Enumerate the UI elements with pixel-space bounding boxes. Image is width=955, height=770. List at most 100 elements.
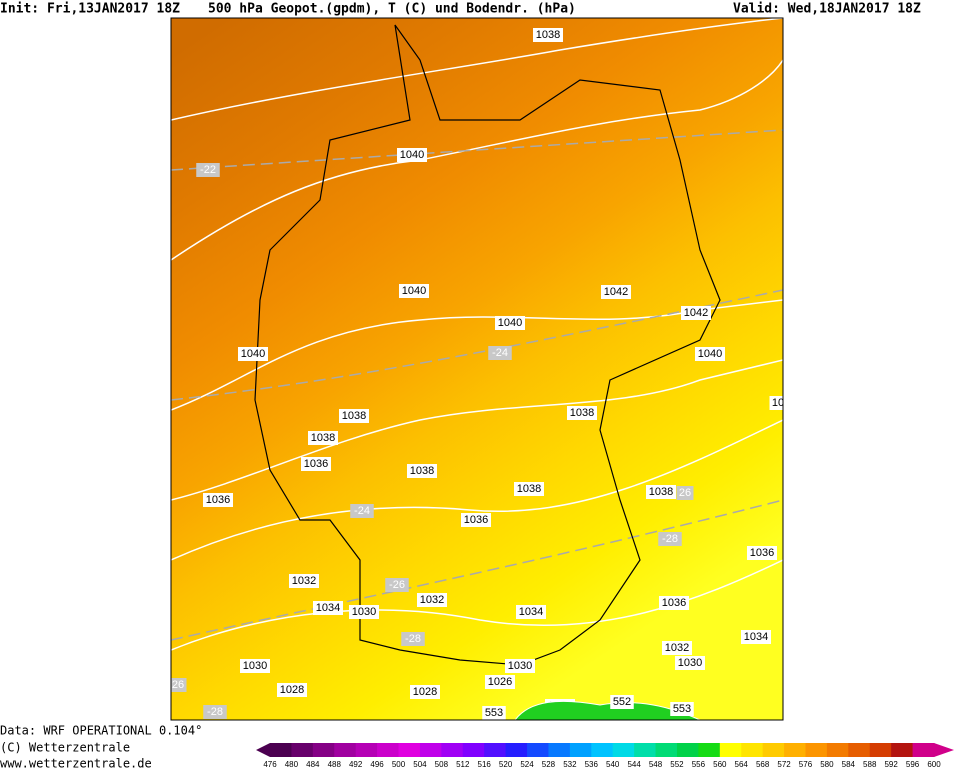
colorbar-swatch: [355, 743, 378, 757]
colorbar-label: 560: [713, 760, 727, 769]
colorbar: 476 480 484 488 492 496 500 504 508 512 516 520 524 5…: [256, 743, 954, 769]
colorbar-label: 480: [285, 760, 299, 769]
isobar-label: 1030: [243, 660, 267, 672]
colorbar-swatch: [869, 743, 892, 757]
colorbar-swatch: [805, 743, 828, 757]
isobar-label-box: [417, 593, 447, 607]
isotherm: [171, 289, 783, 401]
colorbar-swatch: [741, 743, 764, 757]
temperature-label: 26: [172, 679, 184, 691]
colorbar-label: 580: [820, 760, 834, 769]
geopotential-label: 553: [485, 707, 503, 719]
isobar-label-box: [399, 284, 429, 298]
colorbar-swatch: [377, 743, 400, 757]
colorbar-label: 576: [799, 760, 813, 769]
colorbar-swatch: [912, 743, 935, 757]
map-area: 1038 1040 1040 1042 1040 1042 1040 1040 1038 1038…: [171, 18, 783, 720]
colorbar-swatch: [548, 743, 571, 757]
temperature-label: 26: [679, 487, 691, 499]
isobar-label: 1040: [241, 348, 265, 360]
isobar-label: 1036: [304, 458, 328, 470]
isobar-label: 1030: [352, 606, 376, 618]
isobar-label: 1036: [750, 547, 774, 559]
temperature-label-box: [171, 678, 187, 692]
colorbar-swatch: [762, 743, 785, 757]
isobar-label-box: [659, 596, 689, 610]
colorbar-swatch: [419, 743, 442, 757]
isobar-label: 1040: [402, 285, 426, 297]
isotherm: [171, 129, 783, 171]
colorbar-swatch: [591, 743, 614, 757]
colorbar-swatch: [784, 743, 806, 757]
isobar-label-box: [397, 148, 427, 162]
colorbar-label: 488: [328, 760, 342, 769]
colorbar-label: 508: [435, 760, 449, 769]
colorbar-label: 504: [413, 760, 427, 769]
isobar-label-box: [533, 28, 563, 42]
colorbar-label: 476: [263, 760, 277, 769]
colorbar-label: 584: [842, 760, 856, 769]
isobar-label: 1040: [400, 149, 424, 161]
colorbar-swatch: [270, 743, 292, 757]
isobar-label-box: [410, 685, 440, 699]
temperature-label: -26: [389, 579, 405, 591]
isobar: [171, 419, 783, 561]
geopotential-label: 552: [613, 696, 631, 708]
geopotential-label-box: [482, 706, 506, 720]
temperature-label: -24: [354, 505, 370, 517]
data-source: Data: WRF OPERATIONAL 0.104°: [0, 724, 202, 738]
isotherm: [171, 499, 783, 641]
colorbar-swatch: [291, 743, 314, 757]
isobar-label: 1026: [488, 676, 512, 688]
isobar-label-box: [516, 605, 546, 619]
isobar-label-box: [675, 656, 705, 670]
colorbar-label: 536: [585, 760, 599, 769]
isobar-label: 1036: [464, 514, 488, 526]
isobar-label-box: [567, 406, 597, 420]
isobar: [171, 299, 783, 411]
colorbar-swatch: [441, 743, 464, 757]
isobar-label: 1032: [665, 642, 689, 654]
colorbar-label: 492: [349, 760, 363, 769]
website: www.wetterzentrale.de: [0, 757, 152, 770]
temperature-label-box: [401, 632, 425, 646]
isobar-label-box: [662, 641, 692, 655]
colorbar-label: 596: [906, 760, 920, 769]
isobar-label-box: [339, 409, 369, 423]
colorbar-label: 556: [692, 760, 706, 769]
colorbar-label: 528: [542, 760, 556, 769]
isobar-label: 1036: [662, 597, 686, 609]
isobar-label-box: [349, 605, 379, 619]
colorbar-swatch: [312, 743, 335, 757]
country-border: [254, 24, 721, 666]
isobar-label-box: [301, 457, 331, 471]
colorbar-swatch: [891, 743, 914, 757]
isobar-label: 1038: [649, 486, 673, 498]
geopotential-label-box: [670, 702, 694, 716]
colorbar-label: 544: [627, 760, 641, 769]
isobar-label: 1038: [517, 483, 541, 495]
temperature-label-box: [676, 486, 694, 500]
colorbar-label: 524: [520, 760, 534, 769]
temperature-label-box: [350, 504, 374, 518]
isobar-label: 1034: [744, 631, 768, 643]
colorbar-label: 532: [563, 760, 577, 769]
temperature-label-box: [203, 705, 227, 719]
isobar-label: 1042: [604, 286, 628, 298]
colorbar-swatch: [676, 743, 699, 757]
colorbar-label: 484: [306, 760, 320, 769]
isobar: [171, 559, 783, 651]
colorbar-label: 500: [392, 760, 406, 769]
colorbar-label: 496: [370, 760, 384, 769]
isobar-label-box: [747, 546, 777, 560]
isobar-label-box: [741, 630, 771, 644]
colorbar-label: 564: [735, 760, 749, 769]
isobar: [171, 359, 783, 501]
temperature-label-box: [658, 532, 682, 546]
isobar-label: 1036: [206, 494, 230, 506]
colorbar-swatch: [569, 743, 592, 757]
valid-time: Valid: Wed,18JAN2017 18Z: [733, 2, 921, 17]
isobar-label: 1038: [570, 407, 594, 419]
isobar-label: 1038: [342, 410, 366, 422]
colorbar-label: 516: [478, 760, 492, 769]
